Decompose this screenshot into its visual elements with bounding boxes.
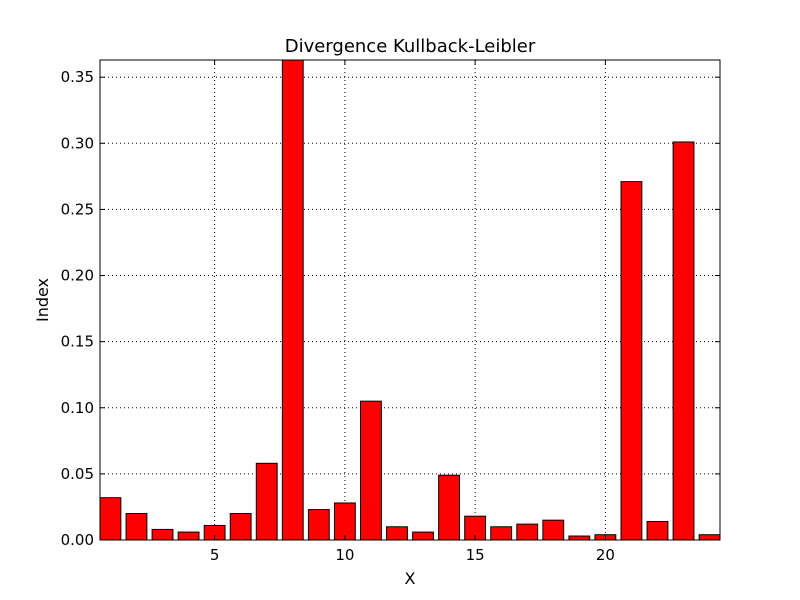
bar xyxy=(333,502,356,541)
bar xyxy=(568,535,591,541)
bar xyxy=(516,523,539,541)
bar xyxy=(125,513,148,541)
bar xyxy=(620,181,643,541)
bar xyxy=(542,519,565,541)
y-tick-label: 0.10 xyxy=(61,399,94,417)
tick-labels: 5 10 15 20 0.00 0.05 0.10 0.15 0.20 0.25 0.30 0.35 xyxy=(61,68,615,564)
x-tick-label: 20 xyxy=(596,546,615,564)
y-tick-label: 0.30 xyxy=(61,134,94,152)
x-axis-label: X xyxy=(405,569,416,588)
bar xyxy=(672,141,695,541)
y-tick-label: 0.20 xyxy=(61,267,94,285)
bar xyxy=(438,474,460,541)
bar xyxy=(151,528,174,541)
chart-title: Divergence Kullback-Leibler xyxy=(285,36,536,57)
bar xyxy=(229,513,252,541)
x-tick-label: 10 xyxy=(335,546,354,564)
bar xyxy=(307,509,330,541)
bar xyxy=(698,534,721,541)
bar xyxy=(281,59,304,541)
bar xyxy=(386,526,408,541)
y-tick-label: 0.25 xyxy=(61,200,94,218)
y-axis-label: Index xyxy=(33,278,52,322)
ticks xyxy=(100,60,720,541)
x-tick-label: 5 xyxy=(210,546,220,564)
plot-frame xyxy=(99,59,721,541)
y-tick-label: 0.00 xyxy=(61,531,94,549)
bar xyxy=(412,531,434,541)
bars xyxy=(99,59,721,541)
bar xyxy=(360,400,382,541)
y-tick-label: 0.35 xyxy=(61,68,94,86)
bar xyxy=(99,497,122,541)
x-tick-label: 15 xyxy=(466,546,485,564)
bar xyxy=(177,531,200,541)
bar xyxy=(490,526,513,541)
y-tick-label: 0.15 xyxy=(61,333,94,351)
y-tick-label: 0.05 xyxy=(61,465,94,483)
bar xyxy=(255,462,278,541)
bar xyxy=(646,520,669,541)
